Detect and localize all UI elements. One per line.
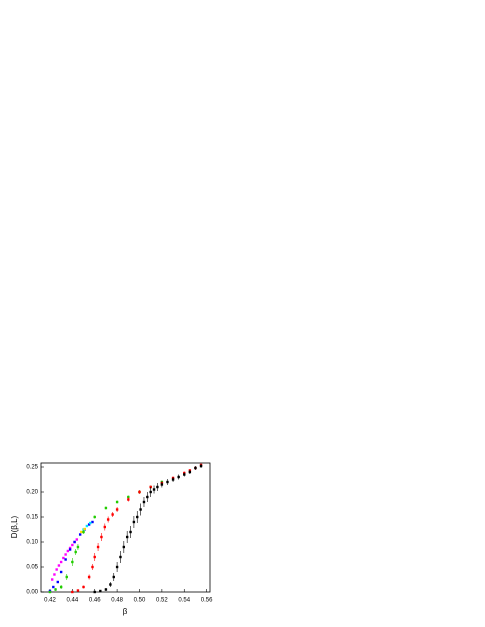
y-tick-label: 0.25	[26, 465, 38, 471]
data-point	[132, 520, 136, 524]
data-point	[68, 546, 72, 550]
x-tick-label: 0.48	[111, 598, 123, 604]
data-point	[122, 545, 126, 549]
y-tick-label: 0.05	[26, 565, 38, 571]
data-point	[99, 589, 102, 593]
data-point	[171, 478, 175, 481]
y-tick-label: 0.10	[26, 540, 38, 546]
data-point	[104, 506, 108, 510]
data-point	[68, 548, 72, 551]
y-tick-label: 0.00	[26, 590, 38, 596]
data-point	[160, 483, 164, 486]
data-point	[53, 573, 56, 576]
data-point	[89, 521, 92, 525]
plot-frame	[40, 462, 211, 593]
data-point	[59, 560, 63, 564]
data-point	[188, 470, 192, 474]
data-point	[87, 575, 91, 579]
data-point	[156, 485, 159, 489]
data-point	[91, 520, 94, 524]
data-point	[59, 585, 63, 589]
data-point	[93, 590, 96, 594]
data-point	[78, 533, 82, 536]
data-point	[57, 564, 61, 567]
data-point	[115, 565, 119, 569]
data-point	[119, 555, 122, 559]
data-point	[194, 466, 197, 470]
x-tick-label: 0.44	[66, 598, 78, 604]
data-point	[127, 498, 130, 501]
data-point	[127, 495, 130, 499]
data-point	[136, 515, 139, 519]
x-tick-label: 0.54	[178, 598, 190, 604]
data-point	[80, 530, 83, 534]
data-point	[75, 538, 79, 541]
data-point	[103, 525, 106, 529]
data-point	[74, 550, 77, 554]
data-point	[55, 568, 58, 571]
data-point	[93, 515, 96, 519]
data-point	[149, 490, 152, 494]
y-tick-label: 0.20	[26, 490, 38, 496]
data-point	[48, 590, 52, 594]
data-point	[54, 588, 57, 591]
data-point	[64, 558, 67, 561]
data-point	[87, 523, 91, 526]
data-point	[177, 475, 180, 479]
data-point	[66, 549, 70, 553]
data-point	[56, 580, 59, 584]
data-point	[76, 589, 80, 592]
data-point	[146, 495, 149, 499]
data-point	[152, 488, 156, 491]
data-point	[106, 518, 110, 521]
data-point	[71, 543, 74, 547]
data-point	[62, 556, 65, 560]
data-point	[64, 553, 67, 556]
data-point	[59, 570, 63, 574]
data-point	[183, 473, 186, 476]
data-point	[115, 500, 119, 504]
data-point	[199, 464, 203, 468]
data-point	[109, 583, 112, 586]
data-point	[52, 585, 55, 589]
data-point	[50, 578, 54, 581]
data-point	[82, 530, 85, 534]
x-tick-label: 0.56	[201, 598, 213, 604]
y-axis-title: D(β,L)	[10, 515, 19, 538]
data-point	[76, 545, 80, 549]
data-point	[125, 535, 129, 539]
data-point	[139, 508, 142, 511]
x-axis-title: β	[123, 607, 128, 616]
x-tick-label: 0.52	[156, 598, 168, 604]
data-point	[115, 508, 119, 511]
data-point	[96, 545, 100, 549]
data-point	[129, 530, 132, 534]
data-point	[71, 560, 74, 564]
data-point	[142, 500, 146, 504]
x-tick-label: 0.50	[134, 598, 146, 604]
data-point	[82, 585, 85, 589]
data-point	[73, 540, 76, 544]
x-tick-label: 0.46	[89, 598, 101, 604]
data-point	[104, 588, 108, 591]
x-tick-label: 0.42	[44, 598, 56, 604]
data-point	[85, 524, 89, 528]
data-point	[65, 575, 68, 579]
data-point	[138, 490, 141, 494]
data-point	[93, 555, 96, 559]
data-point	[111, 513, 114, 516]
data-point	[71, 590, 74, 594]
data-point	[91, 565, 94, 569]
data-point	[100, 535, 103, 539]
data-point	[112, 575, 115, 579]
y-tick-label: 0.15	[26, 515, 38, 521]
data-point	[166, 480, 169, 484]
data-point	[83, 527, 86, 531]
